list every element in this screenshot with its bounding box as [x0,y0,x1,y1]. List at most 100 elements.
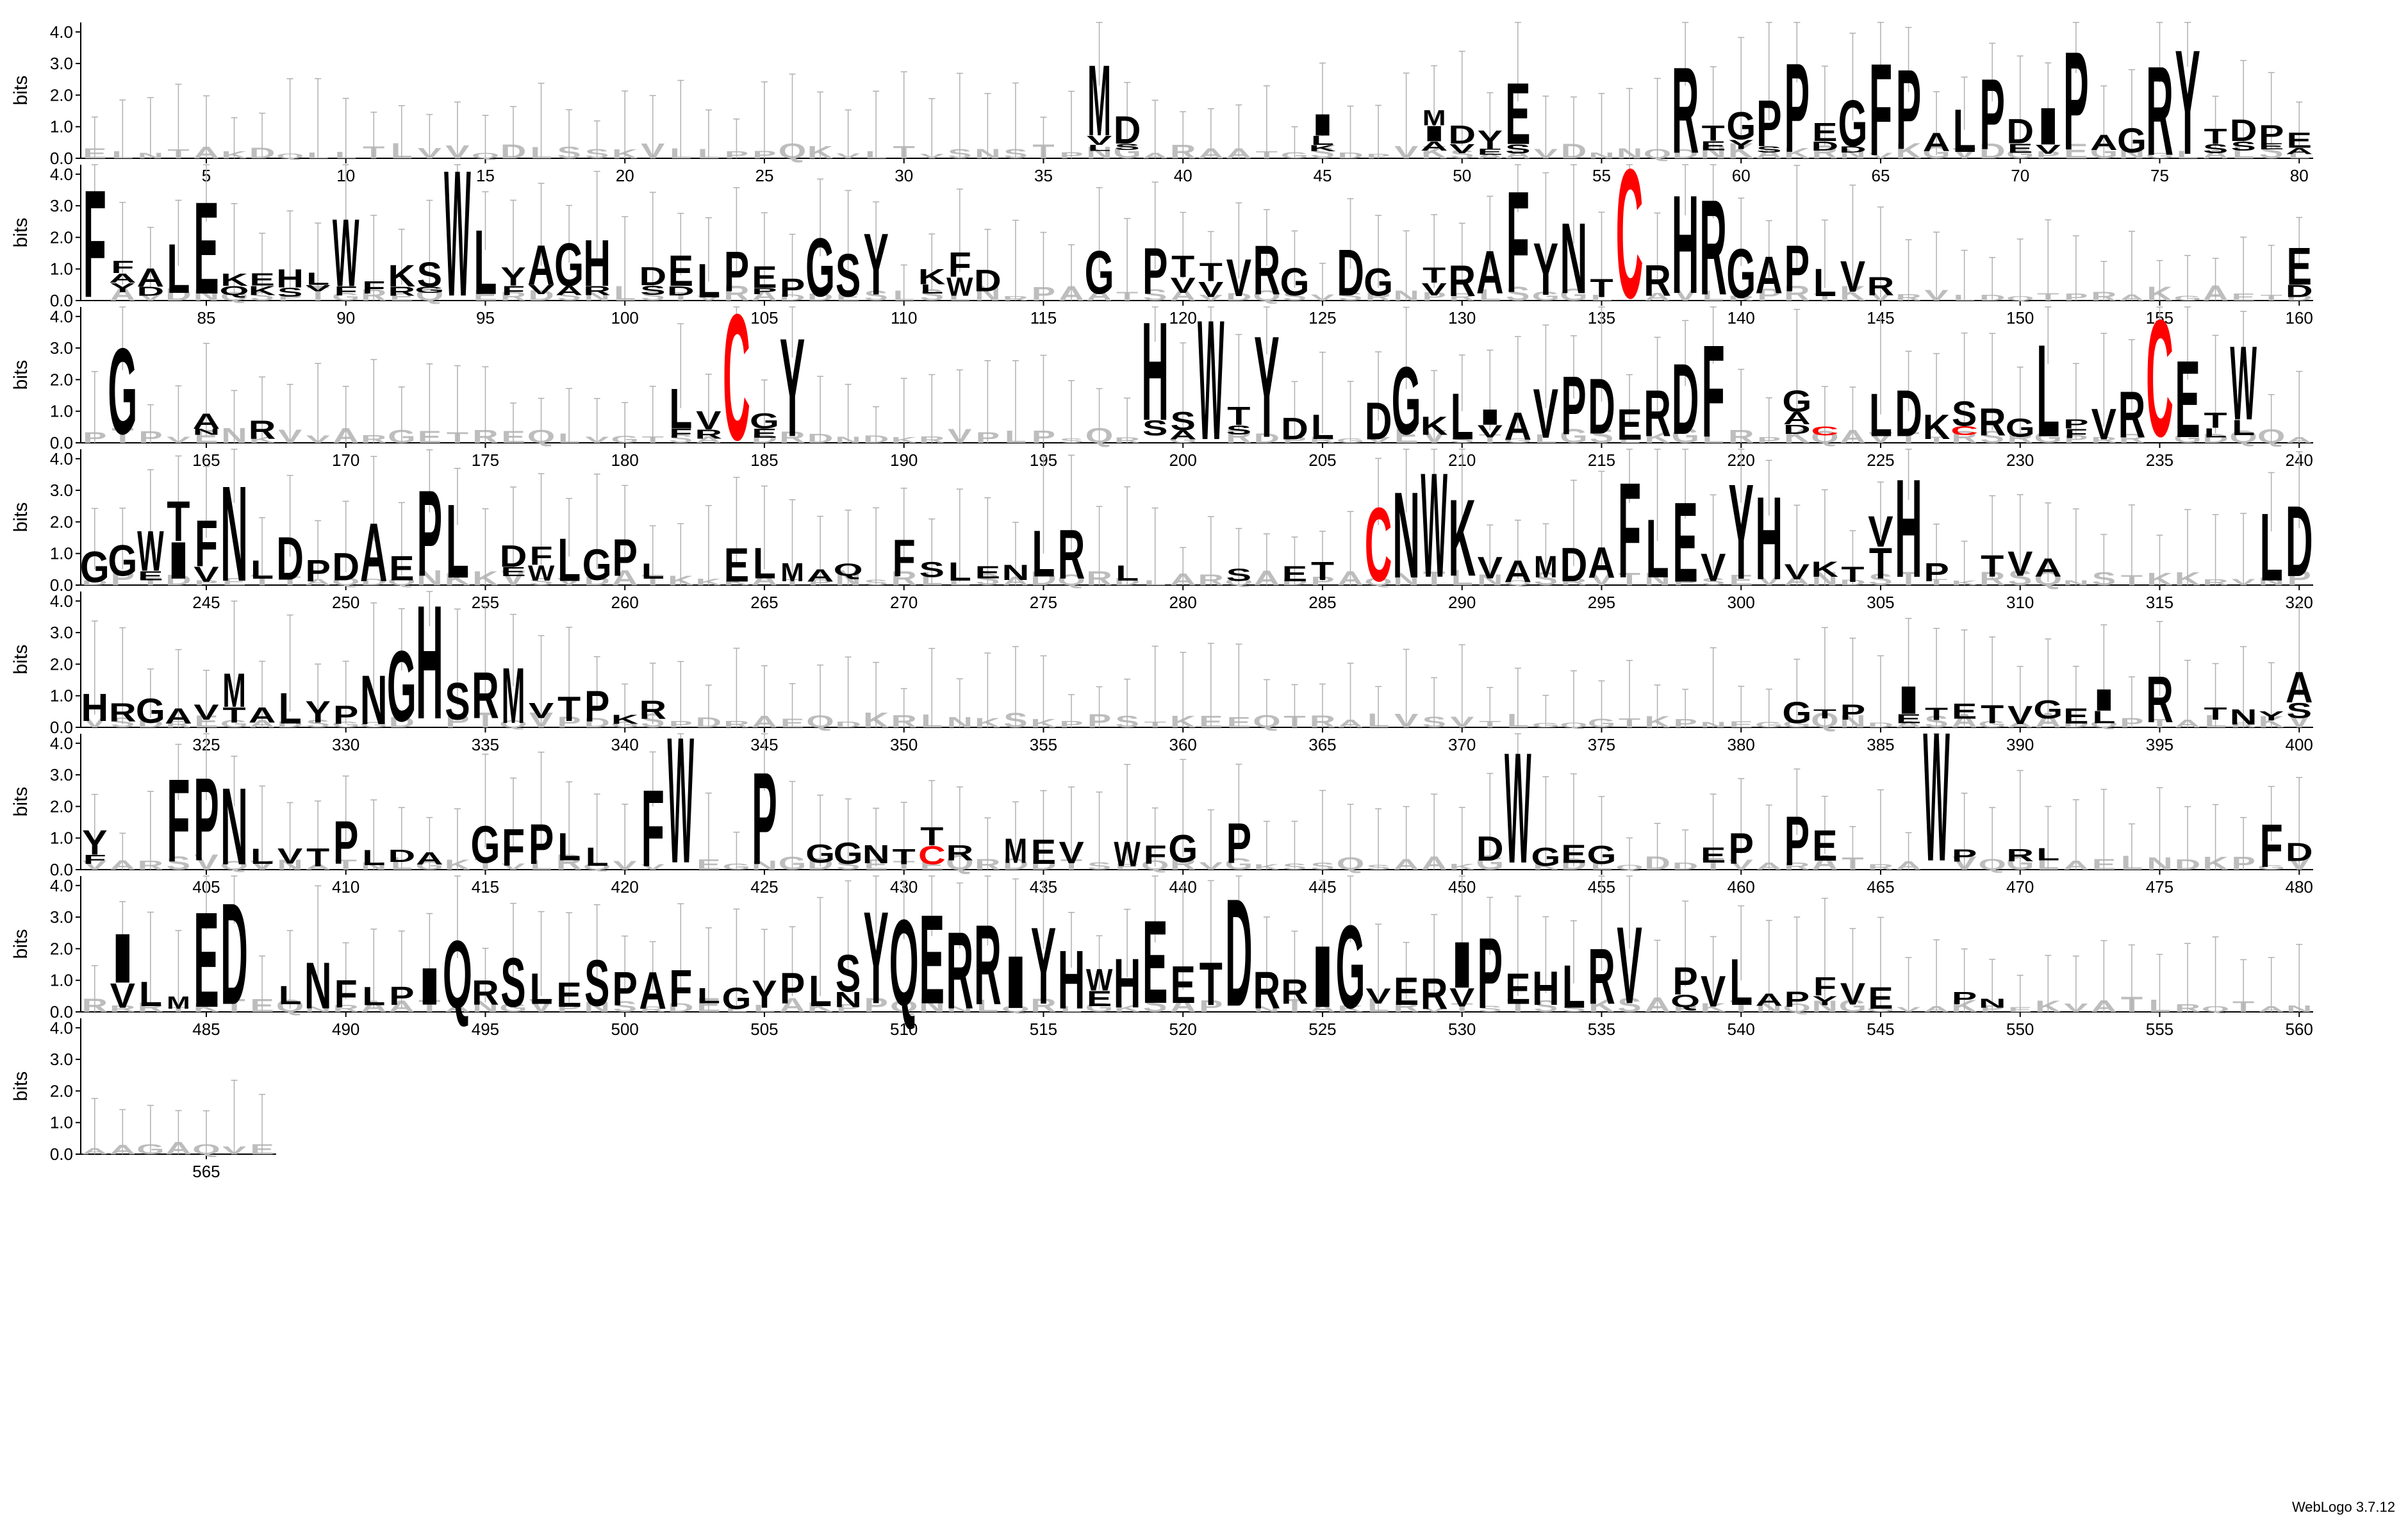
logo-letter: P [613,963,638,1016]
logo-letter: C [2146,285,2173,471]
logo-letter: Q [220,283,249,298]
logo-letter: R [2146,663,2173,736]
logo-letter: P [1561,360,1586,452]
faint-letter: R [110,1004,135,1014]
logo-letter: R [2118,377,2146,451]
logo-letter: E [1812,821,1837,870]
faint-letter: R [1310,435,1335,445]
x-tick-label: 295 [1588,593,1615,612]
faint-letter: S [250,289,274,304]
faint-letter: G [1560,425,1588,447]
logo-letter: D [667,284,695,299]
logo-letter: K [1421,411,1448,441]
x-tick-label: 65 [1872,166,1890,185]
logo-letter: V [1840,977,1866,1011]
y-tick-label: 1.0 [50,260,73,279]
logo-letter: A [165,704,192,728]
faint-letter: D [277,720,302,730]
logo-letter: L [1451,379,1474,453]
x-tick-label: 280 [1169,593,1197,612]
faint-letter: L [1535,432,1556,445]
logo-letter: W [528,561,555,586]
y-tick-label: 0.0 [50,575,73,595]
logo-letter: E [1505,66,1530,163]
x-tick-label: 340 [611,735,639,754]
logo-letter: A [1504,404,1531,448]
faint-letter: A [2202,147,2228,161]
logo-letter: E [1478,147,1503,157]
faint-letter: T [140,575,161,588]
faint-letter: A [1812,851,1838,874]
logo-letter: T [1981,549,2004,583]
logo-letter: V [1478,551,1503,585]
faint-letter: N [305,1005,331,1014]
x-tick-label: 100 [611,308,639,327]
faint-letter: D [82,579,108,586]
x-tick-label: 355 [1030,735,1057,754]
x-tick-label: 300 [1728,593,1755,612]
logo-letter: T [306,843,329,872]
y-tick-label: 4.0 [50,449,73,468]
logo-letter: P [1840,700,1865,724]
logo-letter: E [1031,832,1056,872]
logo-letter: L [1116,561,1139,586]
logo-letter: E [919,889,944,1031]
logo-letter: P [584,682,609,731]
x-tick-label: 140 [1728,308,1755,327]
faint-letter: A [696,434,722,445]
logo-letter: T [2204,124,2227,149]
logo-letter: E [138,568,163,583]
logo-letter: V [1198,277,1223,302]
faint-letter: S [1701,576,1725,587]
logo-letter: P [194,754,219,886]
faint-letter: R [1449,291,1475,302]
x-tick-label: 110 [891,308,917,327]
faint-letter: R [138,1000,163,1015]
logo-letter: S [2231,139,2255,154]
logo-letter: S [2287,699,2312,723]
faint-letter: D [1030,857,1056,872]
logo-letter: T [1925,704,1948,724]
faint-letter: G [1783,719,1811,729]
logo-letter: N [220,458,248,610]
x-tick-label: 40 [1174,166,1192,185]
logo-letter: F [641,768,664,890]
faint-letter: V [1868,151,1892,160]
x-tick-label: 15 [476,166,495,185]
logo-letter: D [1839,145,1867,154]
logo-letter: A [1476,238,1504,307]
logo-letter: A [807,565,834,585]
logo-letter: S [445,672,470,731]
logo-letter: D [2286,281,2313,301]
logo-letter: P [2259,119,2284,149]
logo-letter: T [1171,250,1194,284]
faint-letter: A [1644,291,1670,303]
faint-letter: K [1728,138,1754,163]
faint-letter: V [501,862,525,872]
logo-letter: M [1423,106,1446,130]
logo-letter: D [1281,412,1308,446]
faint-letter: R [1170,854,1196,873]
x-tick-label: 425 [750,877,778,897]
x-tick-label: 485 [192,1020,220,1039]
logo-letter: G [554,230,584,299]
faint-letter: P [1423,290,1446,303]
logo-letter: R [639,695,666,724]
logo-letter: D [1365,392,1392,451]
x-tick-label: 500 [611,1020,639,1039]
faint-letter: G [499,1001,527,1014]
y-tick-label: 1.0 [50,686,73,706]
y-axis-label: bits [10,360,31,390]
x-tick-label: 75 [2150,166,2169,185]
faint-letter: K [1784,145,1810,161]
y-tick-label: 0.0 [50,1002,73,1022]
y-tick-label: 0.0 [50,149,73,168]
logo-letter: G [805,222,835,314]
logo-letter: R [472,973,499,1013]
logo-letter: S [1952,394,1977,434]
logo-letter: R [2006,845,2034,865]
faint-letter: N [1393,570,1419,590]
x-tick-label: 180 [611,451,639,470]
logo-letter: K [1923,408,1950,447]
logo-letter: M [1534,549,1558,584]
